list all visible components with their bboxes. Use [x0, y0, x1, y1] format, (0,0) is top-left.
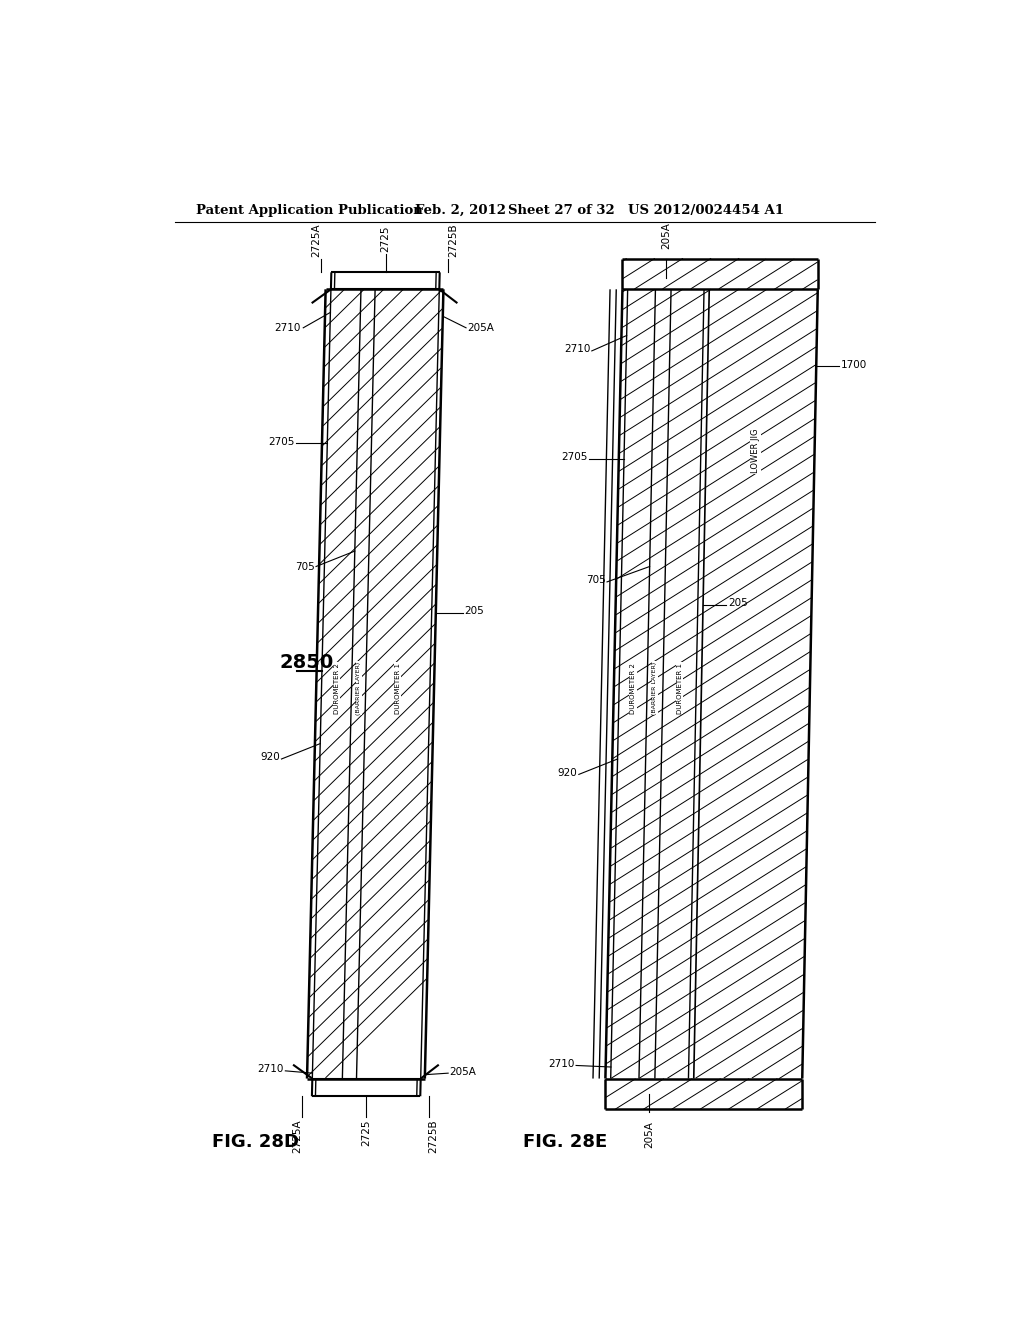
- Text: 205A: 205A: [450, 1067, 476, 1077]
- Text: DUROMETER 2: DUROMETER 2: [334, 663, 340, 714]
- Text: (BARRIER LAYER): (BARRIER LAYER): [356, 661, 361, 714]
- Text: 2725B: 2725B: [429, 1119, 438, 1152]
- Text: 2725A: 2725A: [292, 1119, 302, 1152]
- Text: 2725B: 2725B: [449, 223, 458, 257]
- Text: 205: 205: [465, 606, 484, 616]
- Text: (BARRIER LAYER): (BARRIER LAYER): [652, 661, 657, 714]
- Text: 2725: 2725: [361, 1119, 371, 1146]
- Text: 705: 705: [586, 576, 605, 585]
- Text: DUROMETER 1: DUROMETER 1: [395, 663, 400, 714]
- Text: 2850: 2850: [280, 653, 334, 672]
- Text: Feb. 2, 2012: Feb. 2, 2012: [415, 205, 506, 218]
- Text: DUROMETER 2: DUROMETER 2: [630, 663, 636, 714]
- Text: 2705: 2705: [268, 437, 295, 446]
- Text: 2705: 2705: [561, 453, 588, 462]
- Text: FIG. 28D: FIG. 28D: [212, 1134, 299, 1151]
- Text: 205A: 205A: [644, 1121, 654, 1148]
- Text: 2710: 2710: [564, 345, 590, 354]
- Text: 205: 205: [728, 598, 748, 609]
- Text: 2725A: 2725A: [311, 223, 322, 257]
- Text: 920: 920: [557, 768, 578, 777]
- Text: 2725: 2725: [381, 226, 390, 252]
- Text: LOWER JIG: LOWER JIG: [752, 429, 760, 474]
- Text: 205A: 205A: [662, 222, 672, 249]
- Text: Sheet 27 of 32: Sheet 27 of 32: [508, 205, 614, 218]
- Text: 2710: 2710: [257, 1064, 284, 1074]
- Text: 920: 920: [260, 752, 280, 763]
- Text: FIG. 28E: FIG. 28E: [523, 1134, 607, 1151]
- Polygon shape: [307, 289, 443, 1078]
- Text: 1700: 1700: [841, 360, 867, 370]
- Text: Patent Application Publication: Patent Application Publication: [197, 205, 423, 218]
- Text: 205A: 205A: [468, 323, 495, 333]
- Text: 2710: 2710: [274, 323, 301, 333]
- Text: 705: 705: [295, 561, 314, 572]
- Text: 2710: 2710: [548, 1059, 574, 1069]
- Text: DUROMETER 1: DUROMETER 1: [677, 663, 683, 714]
- Text: US 2012/0024454 A1: US 2012/0024454 A1: [628, 205, 784, 218]
